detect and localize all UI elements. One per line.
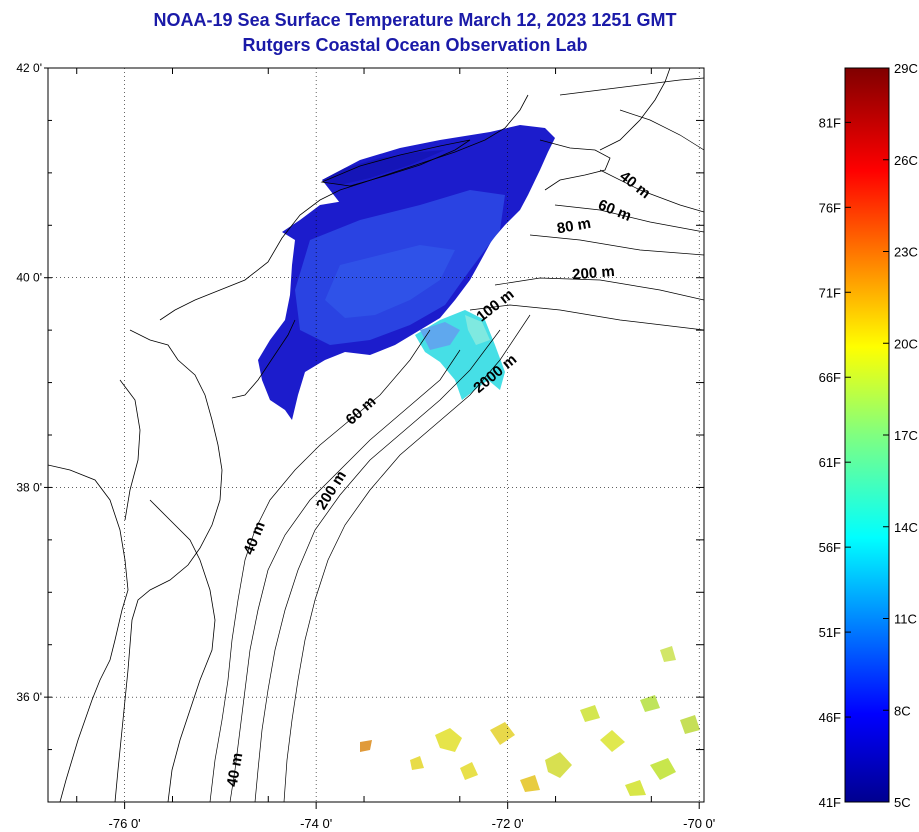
map-subtitle: Rutgers Coastal Ocean Observation Lab <box>242 35 588 55</box>
colorbar-label-c: 17C <box>894 428 918 443</box>
colorbar-label-f: 56F <box>819 540 841 555</box>
colorbar-label-f: 71F <box>819 285 841 300</box>
colorbar-label-f: 81F <box>819 115 841 130</box>
sst-cyan-water <box>415 310 505 400</box>
colorbar-label-f: 66F <box>819 370 841 385</box>
colorbar: 29C 26C 23C 20C 17C 14C 11C 8C 5C 81F 76F 71F 66F 61F… <box>819 61 918 810</box>
colorbar-label-f: 76F <box>819 200 841 215</box>
lon-label: -70 0' <box>683 816 715 831</box>
colorbar-label-c: 14C <box>894 520 918 535</box>
lon-label: -72 0' <box>492 816 524 831</box>
lon-label: -76 0' <box>109 816 141 831</box>
colorbar-label-c: 20C <box>894 336 918 351</box>
lat-label: 38 0' <box>16 480 42 494</box>
bathymetry-contours <box>209 77 704 802</box>
colorbar-label-c: 29C <box>894 61 918 76</box>
contour-label: 80 m <box>556 215 593 238</box>
colorbar-label-f: 51F <box>819 625 841 640</box>
colorbar-label-c: 5C <box>894 795 911 810</box>
colorbar-gradient <box>844 67 890 803</box>
colorbar-label-c: 23C <box>894 245 918 260</box>
lat-label: 36 0' <box>16 690 42 704</box>
sst-warm-water <box>360 646 700 796</box>
colorbar-label-c: 26C <box>894 153 918 168</box>
map-axes: -76 0' -74 0' -72 0' -70 0' 42 0' 40 0' 38 0' 3… <box>16 61 715 831</box>
graticule <box>48 68 704 802</box>
contour-label: 40 m <box>224 751 247 788</box>
colorbar-label-f: 46F <box>819 710 841 725</box>
sst-cold-water <box>258 125 555 420</box>
colorbar-label-c: 8C <box>894 703 911 718</box>
lat-label: 40 0' <box>16 271 42 285</box>
map-title: NOAA-19 Sea Surface Temperature March 12… <box>153 10 677 30</box>
lon-label: -74 0' <box>300 816 332 831</box>
colorbar-label-f: 61F <box>819 455 841 470</box>
colorbar-label-c: 11C <box>894 612 917 627</box>
colorbar-label-f: 41F <box>819 795 841 810</box>
coastline <box>48 68 671 802</box>
contour-label: 200 m <box>572 263 616 284</box>
lat-label: 42 0' <box>16 61 42 75</box>
